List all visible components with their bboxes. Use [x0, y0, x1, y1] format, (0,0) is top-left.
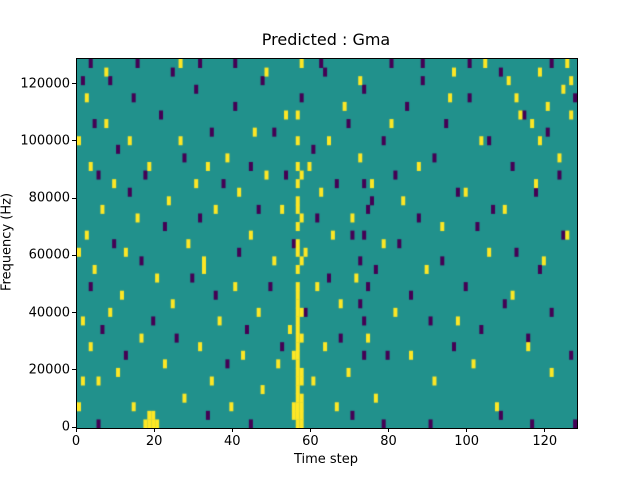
- x-tick-label: 0: [71, 434, 81, 449]
- x-tick-mark: [544, 428, 546, 432]
- x-tick-label: 100: [454, 434, 480, 449]
- y-tick-label: 0: [61, 419, 70, 435]
- x-tick-mark: [466, 428, 468, 432]
- y-tick-mark: [72, 197, 76, 199]
- x-tick-label: 40: [223, 434, 241, 449]
- y-tick-mark: [72, 83, 76, 85]
- y-tick-label: 60000: [28, 247, 70, 263]
- x-tick-mark: [388, 428, 389, 432]
- y-tick-label: 80000: [28, 190, 70, 206]
- x-axis-label: Time step: [293, 452, 359, 467]
- x-tick-label: 120: [532, 434, 558, 449]
- y-tick-label: 40000: [28, 305, 70, 321]
- y-tick-mark: [72, 426, 76, 428]
- y-tick-mark: [72, 312, 76, 314]
- x-tick-mark: [75, 428, 77, 432]
- y-tick-label: 100000: [20, 133, 70, 149]
- y-tick-mark: [72, 369, 76, 371]
- plot-area: [76, 58, 578, 429]
- chart-title: Predicted : Gma: [261, 30, 391, 49]
- heatmap-canvas: [77, 59, 577, 428]
- x-tick-label: 60: [302, 434, 319, 449]
- x-tick-label: 20: [145, 434, 163, 449]
- x-tick-mark: [309, 428, 311, 432]
- x-tick-mark: [153, 428, 155, 432]
- y-tick-mark: [72, 254, 76, 256]
- x-tick-mark: [231, 428, 233, 432]
- y-tick-label: 20000: [28, 362, 70, 378]
- y-tick-label: 120000: [20, 76, 70, 92]
- y-axis-label: Frequency (Hz): [0, 192, 15, 292]
- x-tick-label: 80: [380, 434, 397, 449]
- y-tick-mark: [72, 140, 76, 142]
